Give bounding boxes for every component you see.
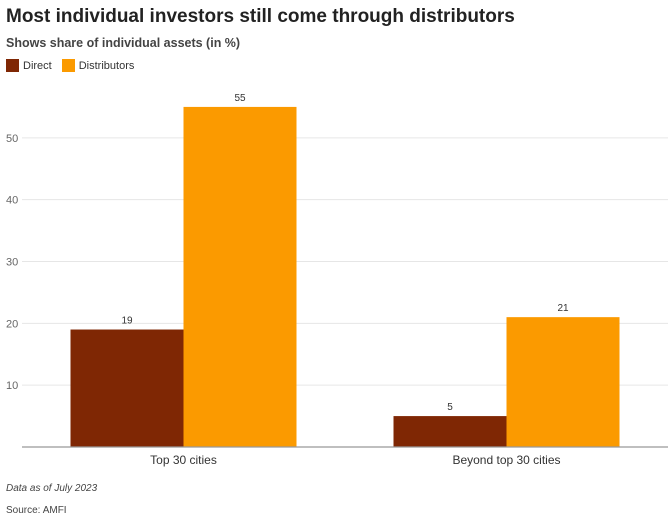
- bar-direct-1: [393, 416, 507, 447]
- x-tick-label-1: Beyond top 30 cities: [452, 453, 560, 467]
- y-tick-label-30: 30: [6, 257, 18, 269]
- legend-label-distributors: Distributors: [78, 59, 135, 72]
- data-note: Data as of July 2023: [6, 483, 98, 494]
- source-note: Source: AMFI: [6, 505, 67, 516]
- data-label-direct-0: 19: [121, 316, 133, 327]
- legend-swatch-distributors: [61, 59, 75, 72]
- legend-item-direct: Direct: [6, 59, 52, 72]
- legend-item-distributors: Distributors: [61, 59, 135, 72]
- data-label-direct-1: 5: [447, 402, 453, 413]
- y-tick-label-20: 20: [6, 318, 18, 330]
- chart-title: Most individual investors still come thr…: [6, 6, 515, 27]
- data-label-distributors-1: 21: [557, 303, 569, 314]
- legend-swatch-direct: [6, 59, 19, 72]
- y-tick-label-40: 40: [6, 195, 18, 207]
- legend-label-direct: Direct: [23, 59, 52, 72]
- bar-distributors-1: [506, 317, 620, 447]
- x-tick-label-0: Top 30 cities: [150, 453, 217, 467]
- bar-direct-0: [70, 329, 184, 447]
- bar-distributors-0: [183, 106, 297, 448]
- legend: Direct Distributors: [6, 59, 144, 72]
- y-tick-label-50: 50: [6, 133, 18, 145]
- data-label-distributors-0: 55: [234, 93, 246, 104]
- chart-subtitle: Shows share of individual assets (in %): [6, 36, 241, 50]
- y-tick-label-10: 10: [6, 380, 18, 392]
